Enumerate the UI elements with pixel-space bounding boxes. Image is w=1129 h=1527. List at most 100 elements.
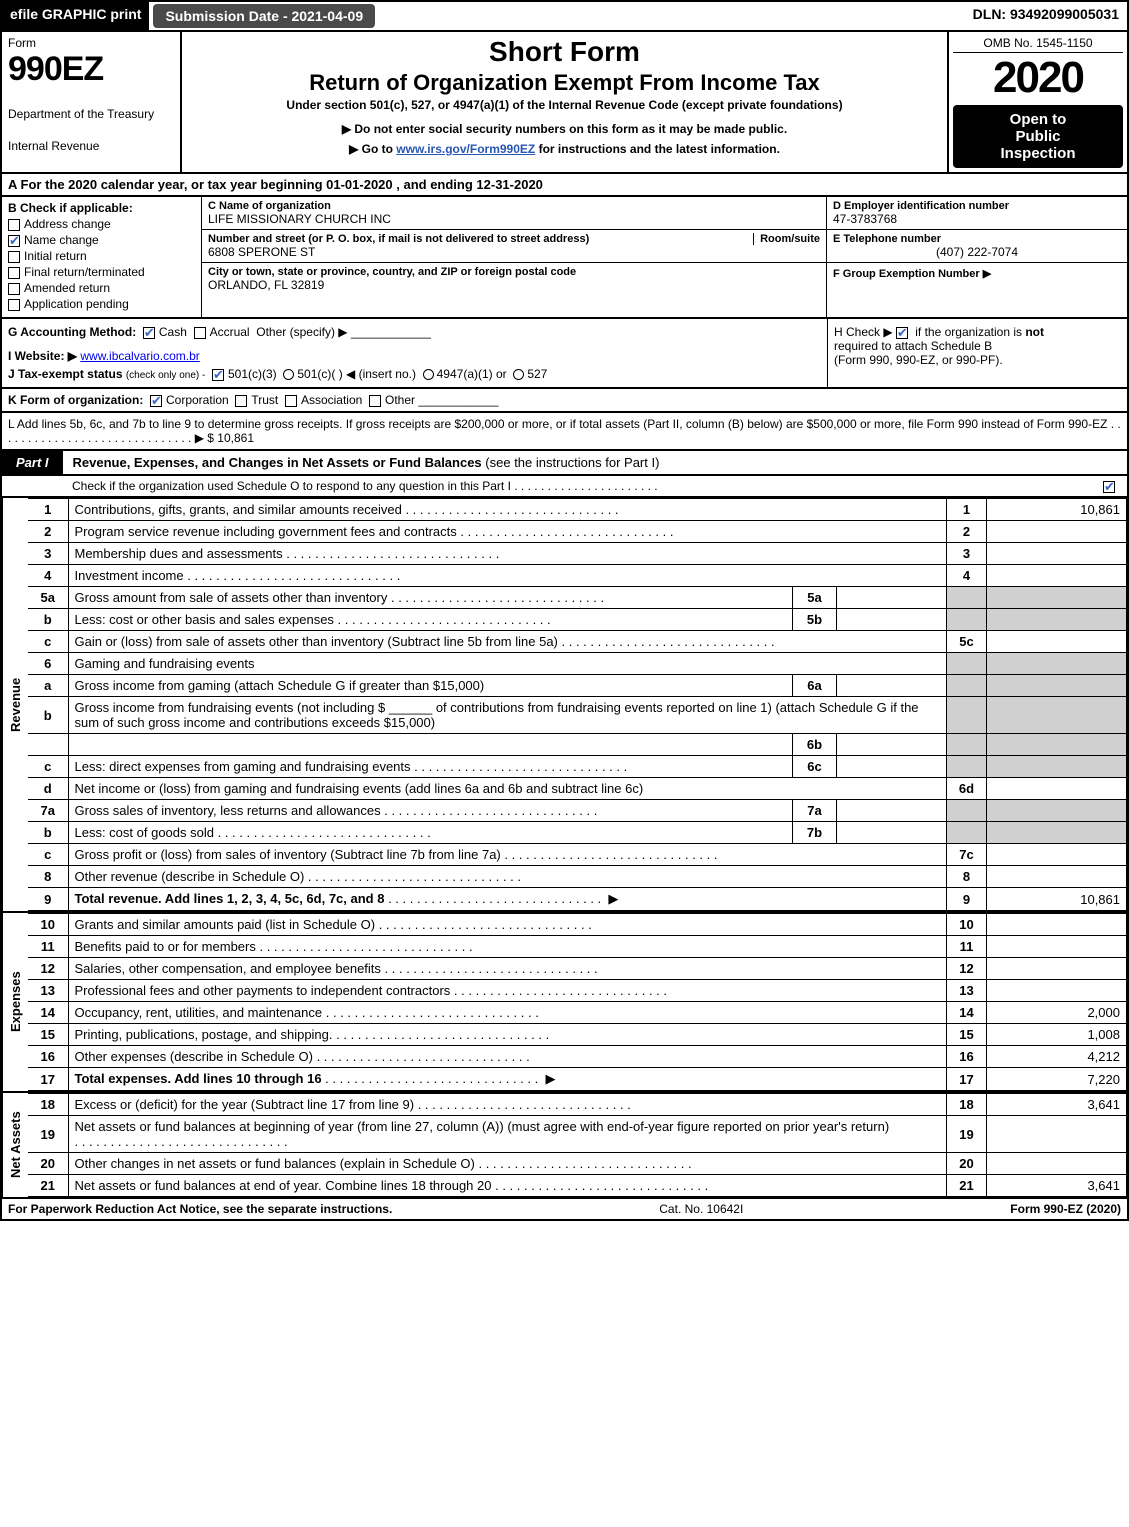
chk-amended-return[interactable]: Amended return — [8, 281, 195, 295]
table-row: 7aGross sales of inventory, less returns… — [28, 800, 1127, 822]
k-label: K Form of organization: — [8, 393, 143, 407]
part-1-checkbox[interactable] — [1103, 479, 1127, 493]
table-row: cGross profit or (loss) from sales of in… — [28, 844, 1127, 866]
header-center: Short Form Return of Organization Exempt… — [182, 32, 947, 172]
footer-left: For Paperwork Reduction Act Notice, see … — [8, 1202, 392, 1216]
street-cell: Room/suite Number and street (or P. O. b… — [202, 230, 826, 263]
netassets-tab: Net Assets — [2, 1093, 28, 1197]
table-row: 19Net assets or fund balances at beginni… — [28, 1116, 1127, 1153]
column-b-checkboxes: B Check if applicable: Address change Na… — [2, 197, 202, 317]
h-text1: H Check ▶ — [834, 325, 893, 339]
form-header: Form 990EZ Department of the Treasury In… — [0, 30, 1129, 174]
goto-line: ▶ Go to www.irs.gov/Form990EZ for instru… — [188, 142, 941, 156]
table-row: aGross income from gaming (attach Schedu… — [28, 675, 1127, 697]
website-link[interactable]: www.ibcalvario.com.br — [80, 349, 199, 363]
insp-3: Inspection — [955, 145, 1121, 162]
ein-value: 47-3783768 — [833, 212, 1121, 226]
efile-label[interactable]: efile GRAPHIC print — [2, 2, 149, 30]
rad-4947[interactable] — [423, 369, 434, 380]
expenses-tab: Expenses — [2, 913, 28, 1091]
form-number: 990EZ — [8, 50, 174, 89]
chk-other-org[interactable] — [369, 395, 381, 407]
part-1-check-text: Check if the organization used Schedule … — [2, 476, 1103, 496]
table-row: 6Gaming and fundraising events — [28, 653, 1127, 675]
ein-cell: D Employer identification number 47-3783… — [827, 197, 1127, 230]
phone-label: E Telephone number — [833, 233, 1121, 245]
g-label: G Accounting Method: — [8, 325, 136, 339]
table-row: dNet income or (loss) from gaming and fu… — [28, 778, 1127, 800]
group-exemption-cell: F Group Exemption Number ▶ — [827, 263, 1127, 283]
chk-application-pending[interactable]: Application pending — [8, 297, 195, 311]
identity-block: B Check if applicable: Address change Na… — [0, 197, 1129, 319]
netassets-lines: 18Excess or (deficit) for the year (Subt… — [28, 1093, 1127, 1197]
row-g: G Accounting Method: Cash Accrual Other … — [2, 319, 827, 387]
street-value: 6808 SPERONE ST — [208, 245, 820, 259]
tax-year: 2020 — [953, 53, 1123, 103]
table-row: 15Printing, publications, postage, and s… — [28, 1024, 1127, 1046]
chk-address-change[interactable]: Address change — [8, 217, 195, 231]
org-name-cell: C Name of organization LIFE MISSIONARY C… — [202, 197, 826, 230]
header-right: OMB No. 1545-1150 2020 Open to Public In… — [947, 32, 1127, 172]
revenue-section: Revenue 1Contributions, gifts, grants, a… — [0, 498, 1129, 913]
expenses-table: 10Grants and similar amounts paid (list … — [28, 913, 1127, 1091]
part-1-sub: (see the instructions for Part I) — [485, 455, 659, 470]
city-cell: City or town, state or province, country… — [202, 263, 826, 295]
ssn-note: ▶ Do not enter social security numbers o… — [188, 122, 941, 136]
l-amount: 10,861 — [217, 431, 254, 445]
part-1-tag: Part I — [2, 451, 63, 474]
rad-501c[interactable] — [283, 369, 294, 380]
insp-1: Open to — [955, 111, 1121, 128]
footer-cat: Cat. No. 10642I — [392, 1202, 1010, 1216]
goto-link[interactable]: www.irs.gov/Form990EZ — [396, 142, 535, 156]
column-c-org: C Name of organization LIFE MISSIONARY C… — [202, 197, 827, 317]
insp-2: Public — [955, 128, 1121, 145]
chk-501c3[interactable] — [212, 369, 224, 381]
table-row: 10Grants and similar amounts paid (list … — [28, 914, 1127, 936]
expenses-section: Expenses 10Grants and similar amounts pa… — [0, 913, 1129, 1093]
page-footer: For Paperwork Reduction Act Notice, see … — [0, 1199, 1129, 1221]
table-row: 2Program service revenue including gover… — [28, 521, 1127, 543]
h-text3: required to attach Schedule B — [834, 339, 992, 353]
chk-trust[interactable] — [235, 395, 247, 407]
chk-accrual[interactable] — [194, 327, 206, 339]
g-other: Other (specify) ▶ — [256, 325, 347, 339]
revenue-lines: 1Contributions, gifts, grants, and simil… — [28, 498, 1127, 911]
table-row: 16Other expenses (describe in Schedule O… — [28, 1046, 1127, 1068]
phone-cell: E Telephone number (407) 222-7074 — [827, 230, 1127, 263]
j-sub: (check only one) - — [126, 370, 205, 381]
chk-corporation[interactable] — [150, 395, 162, 407]
chk-cash[interactable] — [143, 327, 155, 339]
row-h: H Check ▶ if the organization is not req… — [827, 319, 1127, 387]
dept-treasury: Department of the Treasury — [8, 107, 174, 121]
netassets-table: 18Excess or (deficit) for the year (Subt… — [28, 1093, 1127, 1197]
table-row: bLess: cost of goods sold7b — [28, 822, 1127, 844]
header-left: Form 990EZ Department of the Treasury In… — [2, 32, 182, 172]
city-label: City or town, state or province, country… — [208, 266, 820, 278]
row-g-h: G Accounting Method: Cash Accrual Other … — [0, 319, 1129, 389]
table-row: 21Net assets or fund balances at end of … — [28, 1175, 1127, 1197]
row-k: K Form of organization: Corporation Trus… — [0, 389, 1129, 413]
netassets-section: Net Assets 18Excess or (deficit) for the… — [0, 1093, 1129, 1199]
group-exemption-label: F Group Exemption Number ▶ — [833, 268, 991, 280]
i-label: I Website: ▶ — [8, 349, 77, 363]
h-text4: (Form 990, 990-EZ, or 990-PF). — [834, 353, 1003, 367]
revenue-tab: Revenue — [2, 498, 28, 911]
table-row: bGross income from fundraising events (n… — [28, 697, 1127, 734]
chk-initial-return[interactable]: Initial return — [8, 249, 195, 263]
table-row: 11Benefits paid to or for members11 — [28, 936, 1127, 958]
row-j: J Tax-exempt status (check only one) - 5… — [8, 367, 821, 381]
table-row: 6b — [28, 734, 1127, 756]
rad-527[interactable] — [513, 369, 524, 380]
chk-name-change[interactable]: Name change — [8, 233, 195, 247]
revenue-table: 1Contributions, gifts, grants, and simil… — [28, 498, 1127, 911]
chk-association[interactable] — [285, 395, 297, 407]
open-to-public-inspection: Open to Public Inspection — [953, 105, 1123, 168]
chk-final-return[interactable]: Final return/terminated — [8, 265, 195, 279]
table-row: cGain or (loss) from sale of assets othe… — [28, 631, 1127, 653]
table-row: 12Salaries, other compensation, and empl… — [28, 958, 1127, 980]
table-row: 20Other changes in net assets or fund ba… — [28, 1153, 1127, 1175]
chk-schedule-b[interactable] — [896, 327, 908, 339]
room-suite-label: Room/suite — [753, 233, 820, 245]
j-label: J Tax-exempt status — [8, 367, 123, 381]
part-1-check-row: Check if the organization used Schedule … — [0, 476, 1129, 498]
